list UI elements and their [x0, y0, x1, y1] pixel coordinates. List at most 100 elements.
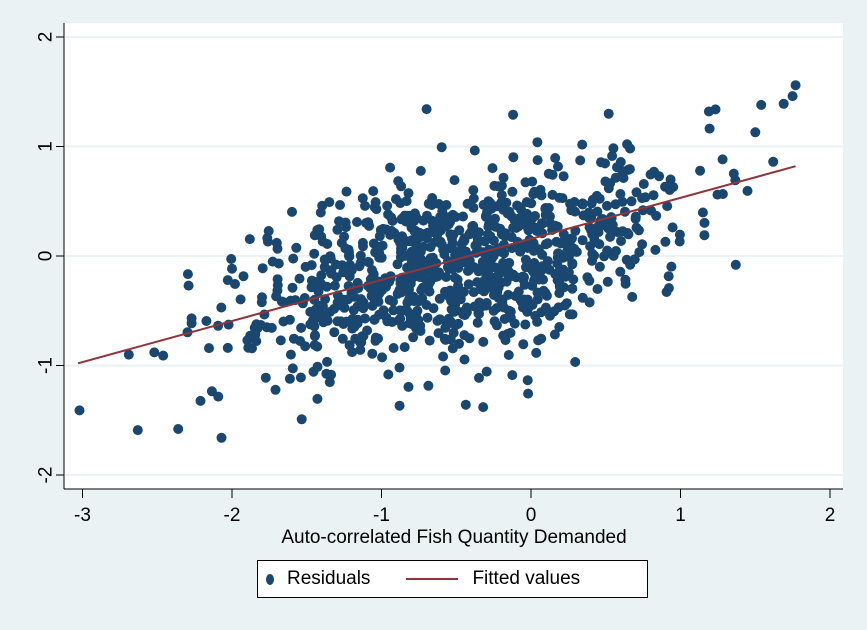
residual-point [648, 190, 659, 201]
residual-point [487, 163, 498, 174]
residual-point [332, 224, 343, 235]
residual-point [545, 218, 556, 229]
residual-point [468, 287, 479, 298]
residual-point [493, 201, 504, 211]
residual-point [550, 153, 561, 163]
residual-point [257, 263, 268, 274]
residual-point [742, 185, 753, 196]
y-tick-label: 2 [36, 32, 57, 43]
residual-point [441, 200, 452, 210]
residual-point [610, 172, 621, 183]
residual-point [257, 292, 267, 303]
residual-point [403, 188, 414, 199]
residual-point [440, 219, 451, 230]
residual-point [553, 302, 564, 313]
residual-point [405, 236, 416, 247]
residual-point [272, 280, 283, 291]
residual-point [541, 290, 552, 301]
residual-point [520, 254, 531, 265]
residual-point [355, 337, 366, 348]
residual-point [577, 292, 588, 303]
residual-point [288, 253, 299, 264]
residual-point [542, 238, 553, 249]
residual-point [317, 301, 328, 311]
residual-point [337, 333, 348, 344]
residual-point [596, 157, 606, 168]
residual-point [660, 236, 671, 247]
residual-point [459, 354, 470, 365]
fitted-line-icon [406, 578, 459, 580]
residual-point [324, 197, 335, 208]
residual-point [474, 372, 484, 383]
residual-point [594, 261, 605, 272]
residual-point [508, 222, 519, 233]
residual-point [536, 190, 547, 201]
residual-point [473, 308, 484, 319]
residual-point [488, 290, 499, 300]
residual-point [750, 127, 761, 138]
residual-point [536, 333, 547, 344]
residual-point [474, 265, 484, 276]
residual-point [366, 282, 376, 293]
residual-point [515, 294, 526, 305]
residual-point [607, 151, 618, 161]
residual-point [485, 197, 496, 208]
residual-point [462, 266, 473, 276]
residual-point [485, 231, 496, 242]
residual-point [461, 302, 472, 313]
x-tick-label: -3 [74, 505, 91, 526]
residual-point [204, 343, 214, 354]
residual-point [355, 257, 366, 268]
residual-point [432, 271, 443, 282]
residual-point [532, 155, 543, 166]
x-axis-title: Auto-correlated Fish Quantity Demanded [281, 527, 626, 548]
residual-point [638, 179, 649, 189]
residual-point [158, 350, 169, 361]
residual-point [627, 291, 638, 302]
residual-point [730, 259, 741, 270]
residual-point [634, 247, 645, 258]
residual-point [603, 183, 614, 194]
residual-point [468, 193, 479, 204]
residual-point [587, 248, 598, 259]
residual-point [507, 186, 518, 197]
residual-point [393, 234, 404, 245]
residual-point [395, 198, 406, 209]
residual-point [662, 201, 673, 212]
residual-point [586, 225, 596, 236]
residual-point [468, 185, 479, 196]
residual-point [558, 229, 569, 240]
residual-point [553, 248, 564, 259]
residual-point [309, 313, 320, 324]
residual-point [667, 222, 678, 233]
fitted-line [77, 165, 796, 365]
residual-points [74, 80, 801, 443]
residual-point [460, 399, 471, 410]
residual-point [768, 156, 779, 167]
residual-point [388, 305, 399, 316]
residual-point [616, 236, 626, 246]
x-tick-label: -2 [224, 505, 241, 526]
residual-point [326, 369, 337, 380]
residual-point [699, 217, 710, 228]
residual-point [186, 318, 197, 329]
residual-point [183, 280, 194, 291]
residual-point [526, 198, 537, 209]
residual-point [577, 235, 588, 246]
residual-point [508, 152, 519, 163]
residual-point [296, 414, 307, 425]
residual-point [396, 287, 407, 298]
residual-point [430, 236, 441, 247]
residual-point [674, 236, 685, 247]
y-tick-label: 0 [36, 251, 57, 262]
residual-point [552, 221, 563, 232]
residual-point [308, 366, 319, 377]
residual-point [499, 314, 510, 324]
residual-point [503, 350, 514, 360]
residual-point [540, 209, 551, 220]
residual-point [570, 206, 580, 217]
residual-point [432, 224, 443, 235]
residual-point [409, 296, 420, 307]
residual-point [523, 388, 534, 399]
residual-point [547, 189, 558, 200]
